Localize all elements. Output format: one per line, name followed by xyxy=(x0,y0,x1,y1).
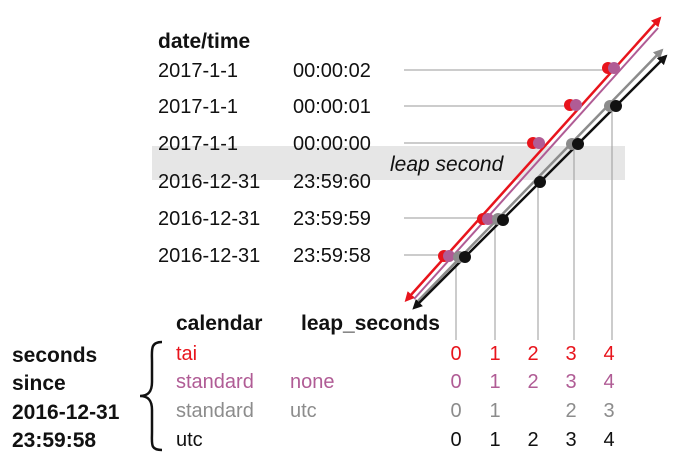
calendar-name: standard xyxy=(176,400,254,422)
calendar-value: 2 xyxy=(527,429,538,451)
calendar-table: tai 0 1 2 3 4 standard none 0 1 2 3 4 st… xyxy=(176,343,615,451)
row-time: 23:59:58 xyxy=(293,245,371,267)
calendar-value: 2 xyxy=(527,371,538,393)
marker-std-none-2 xyxy=(533,137,545,149)
calendar-value: 1 xyxy=(489,343,500,365)
calendar-value: 1 xyxy=(489,371,500,393)
calendar-value: 1 xyxy=(489,429,500,451)
row-time: 00:00:02 xyxy=(293,60,371,82)
leap-seconds-header: leap_seconds xyxy=(301,312,440,335)
marker-std-none-0 xyxy=(443,250,455,262)
calendar-value: 3 xyxy=(565,371,576,393)
calendar-leap-seconds: none xyxy=(290,371,335,393)
row-time: 23:59:59 xyxy=(293,208,371,230)
line-markers xyxy=(438,62,622,263)
calendar-value: 2 xyxy=(527,343,538,365)
caption-line: 23:59:58 xyxy=(12,429,96,452)
row-time: 23:59:60 xyxy=(293,171,371,193)
marker-utc-0 xyxy=(459,251,471,263)
caption-line: seconds xyxy=(12,344,97,367)
row-date: 2016-12-31 xyxy=(158,208,260,230)
row-date: 2016-12-31 xyxy=(158,171,260,193)
marker-std-none-3 xyxy=(570,99,582,111)
datetime-header: date/time xyxy=(158,30,250,53)
row-date: 2017-1-1 xyxy=(158,133,238,155)
marker-utc-leap xyxy=(534,176,546,188)
row-date: 2016-12-31 xyxy=(158,245,260,267)
curly-brace xyxy=(139,340,163,452)
calendar-value: 4 xyxy=(603,429,614,451)
calendar-value: 2 xyxy=(565,400,576,422)
calendar-leap-seconds: utc xyxy=(290,400,317,422)
caption-line: 2016-12-31 xyxy=(12,401,120,424)
row-time: 00:00:01 xyxy=(293,96,371,118)
calendar-value: 0 xyxy=(450,400,461,422)
caption-line: since xyxy=(12,372,66,395)
calendar-header: calendar xyxy=(176,312,262,335)
row-date: 2017-1-1 xyxy=(158,96,238,118)
marker-utc-3 xyxy=(610,100,622,112)
datetime-rows: 2017-1-1 00:00:02 2017-1-1 00:00:01 2017… xyxy=(158,60,371,267)
calendar-value: 4 xyxy=(603,343,614,365)
marker-std-none-4 xyxy=(608,62,620,74)
calendar-value: 3 xyxy=(603,400,614,422)
row-time: 00:00:00 xyxy=(293,133,371,155)
marker-utc-1 xyxy=(497,214,509,226)
calendar-value: 0 xyxy=(450,371,461,393)
marker-std-none-1 xyxy=(482,213,494,225)
calendar-value: 0 xyxy=(450,429,461,451)
row-date: 2017-1-1 xyxy=(158,60,238,82)
calendar-value: 3 xyxy=(565,429,576,451)
calendar-name: utc xyxy=(176,429,203,451)
calendar-value: 0 xyxy=(450,343,461,365)
marker-utc-2 xyxy=(572,138,584,150)
leap-second-label: leap second xyxy=(390,153,505,176)
left-caption: seconds since 2016-12-31 23:59:58 xyxy=(12,344,120,452)
calendar-value: 3 xyxy=(565,343,576,365)
calendar-name: tai xyxy=(176,343,197,365)
calendar-name: standard xyxy=(176,371,254,393)
calendar-value: 4 xyxy=(603,371,614,393)
calendar-value: 1 xyxy=(489,400,500,422)
